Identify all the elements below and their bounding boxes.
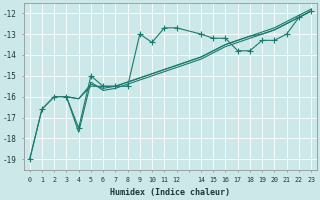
X-axis label: Humidex (Indice chaleur): Humidex (Indice chaleur)	[110, 188, 230, 197]
